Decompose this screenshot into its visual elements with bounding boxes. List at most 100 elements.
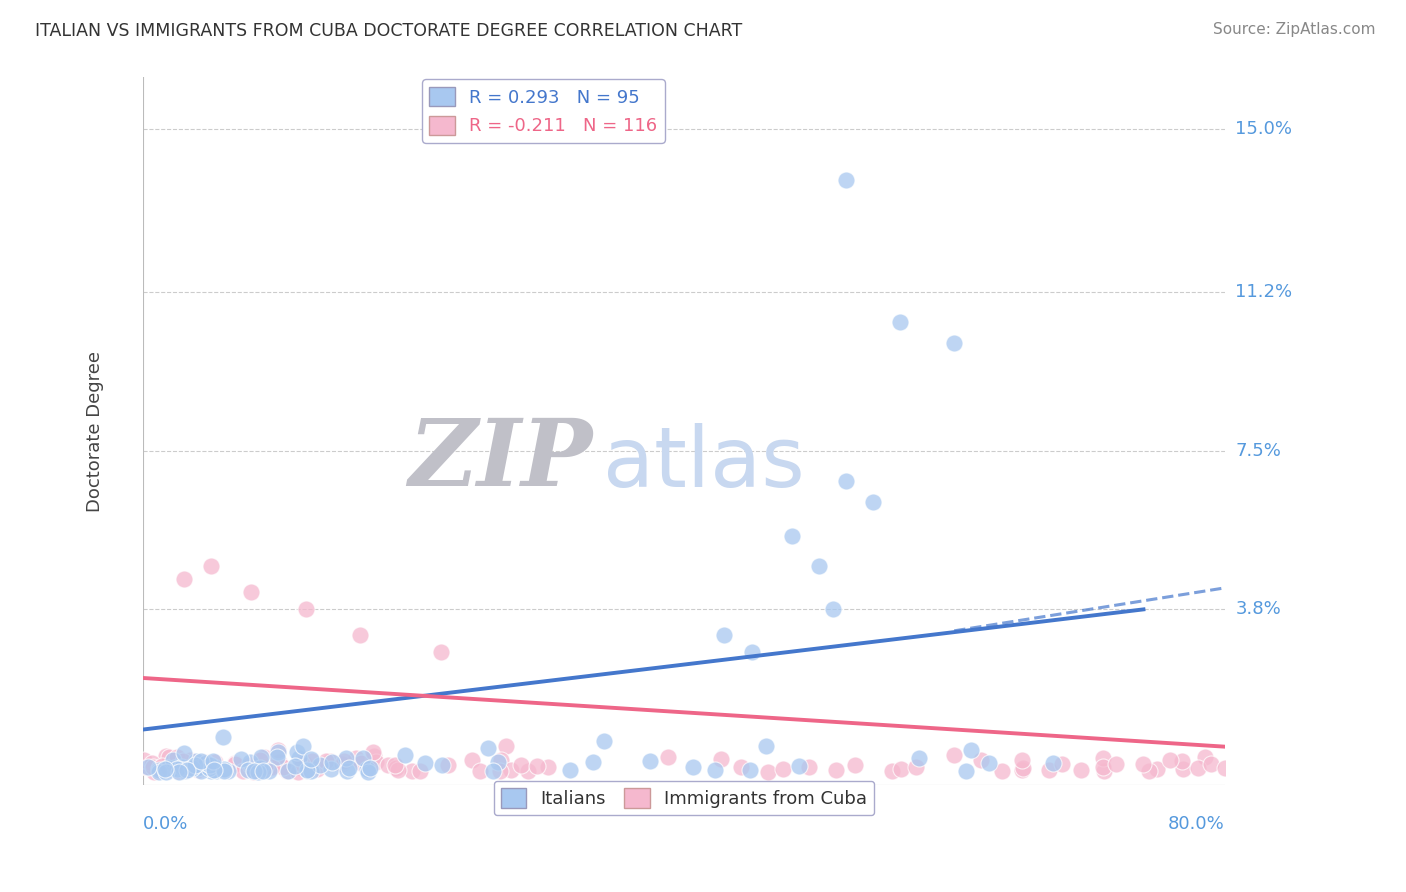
Point	[1038, 764, 1060, 778]
Point	[1137, 764, 1160, 778]
Point	[292, 756, 315, 771]
Point	[243, 765, 266, 780]
Text: 11.2%: 11.2%	[1236, 283, 1292, 301]
Point	[166, 750, 188, 764]
Point	[730, 760, 752, 774]
Point	[704, 763, 727, 777]
Point	[247, 764, 270, 779]
Point	[1091, 751, 1114, 765]
Point	[136, 760, 159, 774]
Point	[495, 739, 517, 753]
Point	[1146, 762, 1168, 776]
Point	[287, 751, 309, 765]
Point	[155, 764, 177, 779]
Text: 3.8%: 3.8%	[1236, 600, 1281, 618]
Point	[489, 754, 512, 768]
Point	[246, 761, 269, 775]
Text: 7.5%: 7.5%	[1236, 442, 1281, 459]
Point	[821, 602, 844, 616]
Point	[201, 761, 224, 775]
Point	[1199, 756, 1222, 771]
Point	[167, 764, 190, 779]
Point	[862, 495, 884, 509]
Point	[200, 559, 222, 574]
Point	[250, 749, 273, 764]
Point	[294, 602, 316, 616]
Point	[486, 755, 509, 769]
Point	[835, 173, 858, 187]
Point	[835, 474, 858, 488]
Point	[1194, 750, 1216, 764]
Point	[173, 747, 195, 761]
Point	[150, 759, 173, 773]
Point	[148, 764, 170, 778]
Point	[336, 764, 359, 778]
Point	[186, 762, 208, 776]
Point	[187, 763, 209, 777]
Point	[499, 764, 522, 778]
Text: ITALIAN VS IMMIGRANTS FROM CUBA DOCTORATE DEGREE CORRELATION CHART: ITALIAN VS IMMIGRANTS FROM CUBA DOCTORAT…	[35, 22, 742, 40]
Point	[319, 754, 342, 768]
Point	[170, 760, 193, 774]
Point	[214, 764, 236, 778]
Point	[1187, 761, 1209, 775]
Point	[212, 762, 235, 776]
Point	[797, 760, 820, 774]
Point	[1213, 761, 1236, 775]
Point	[184, 758, 207, 772]
Point	[377, 758, 399, 772]
Point	[1011, 763, 1033, 777]
Point	[190, 764, 212, 778]
Point	[305, 762, 328, 776]
Point	[460, 753, 482, 767]
Point	[180, 761, 202, 775]
Point	[537, 760, 560, 774]
Point	[352, 750, 374, 764]
Point	[239, 756, 262, 770]
Point	[267, 745, 290, 759]
Point	[756, 764, 779, 779]
Point	[437, 758, 460, 772]
Point	[824, 764, 846, 778]
Point	[200, 764, 222, 779]
Point	[202, 759, 225, 773]
Point	[183, 760, 205, 774]
Point	[321, 762, 343, 776]
Point	[409, 764, 432, 778]
Point	[301, 764, 323, 778]
Point	[156, 762, 179, 776]
Point	[262, 760, 284, 774]
Point	[361, 745, 384, 759]
Point	[356, 762, 378, 776]
Point	[295, 763, 318, 777]
Point	[301, 754, 323, 768]
Point	[169, 760, 191, 774]
Point	[143, 765, 166, 780]
Point	[239, 757, 262, 772]
Point	[582, 755, 605, 769]
Point	[204, 756, 226, 770]
Point	[977, 756, 1000, 770]
Point	[332, 754, 354, 768]
Text: atlas: atlas	[603, 423, 804, 504]
Point	[141, 756, 163, 770]
Point	[1052, 756, 1074, 771]
Point	[198, 761, 221, 775]
Point	[267, 755, 290, 769]
Point	[169, 760, 191, 774]
Point	[277, 764, 299, 778]
Point	[299, 752, 322, 766]
Text: 15.0%: 15.0%	[1236, 120, 1292, 138]
Point	[190, 754, 212, 768]
Point	[1011, 761, 1033, 775]
Point	[1105, 756, 1128, 771]
Point	[166, 762, 188, 776]
Point	[943, 336, 966, 351]
Point	[1011, 752, 1033, 766]
Text: ZIP: ZIP	[408, 415, 592, 505]
Point	[741, 645, 763, 659]
Text: Source: ZipAtlas.com: Source: ZipAtlas.com	[1212, 22, 1375, 37]
Point	[177, 761, 200, 775]
Point	[202, 763, 225, 777]
Point	[271, 760, 294, 774]
